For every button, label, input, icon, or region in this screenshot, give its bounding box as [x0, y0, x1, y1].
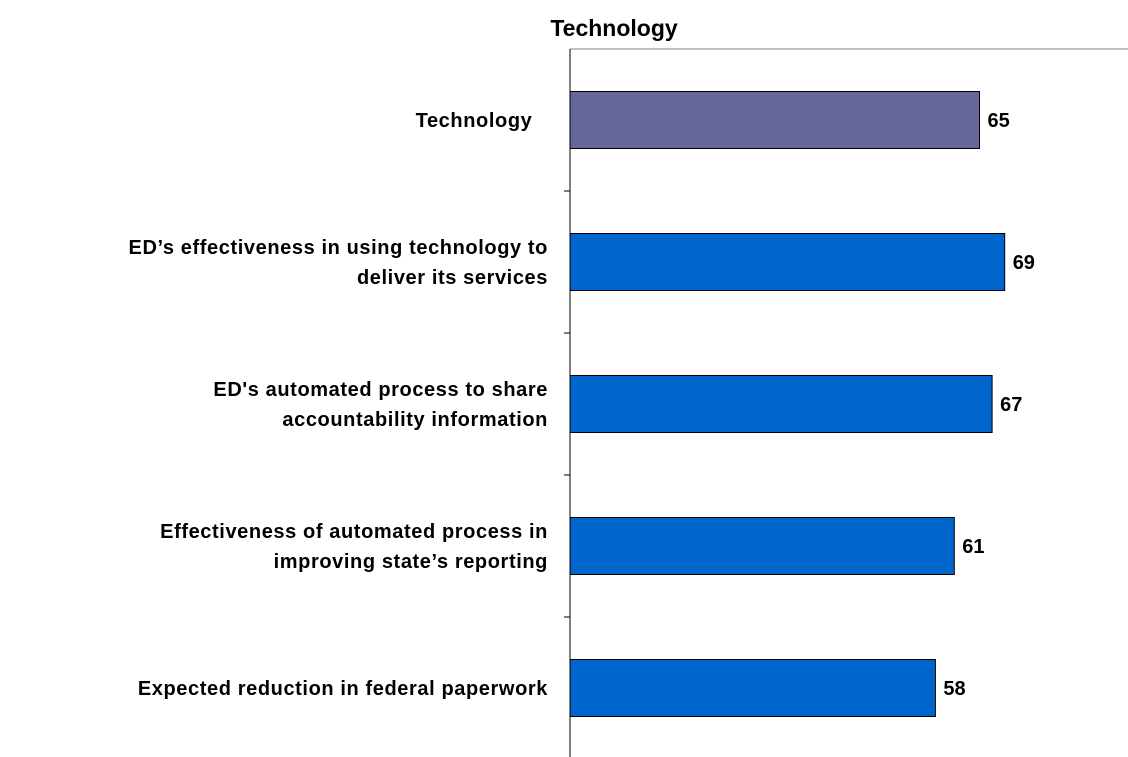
bar-1 [569, 91, 980, 149]
category-label-2-line-2: deliver its services [357, 267, 548, 289]
bar-2 [569, 233, 1006, 291]
category-label-1-line-1: Technology [416, 110, 533, 132]
bar-4 [569, 517, 955, 575]
value-label-5: 58 [943, 678, 965, 700]
category-label-3-line-2: accountability information [282, 409, 548, 431]
category-label-4-line-1: Effectiveness of automated process in [160, 521, 548, 543]
bar-5 [569, 659, 936, 717]
category-label-3-line-1: ED's automated process to share [213, 379, 548, 401]
value-label-3: 67 [1000, 394, 1022, 416]
category-label-2-line-1: ED’s effectiveness in using technology t… [129, 237, 549, 259]
value-label-1: 65 [988, 110, 1010, 132]
value-label-2: 69 [1013, 252, 1035, 274]
category-label-5-line-1: Expected reduction in federal paperwork [138, 678, 548, 700]
value-labels: 65 69 67 61 58 [943, 110, 1035, 700]
bar-3 [569, 375, 993, 433]
category-axis [564, 49, 571, 757]
chart-title: Technology [550, 15, 678, 41]
bars [569, 91, 1006, 717]
category-labels: Technology ED’s effectiveness in using te… [129, 110, 549, 700]
category-label-4-line-2: improving state’s reporting [274, 551, 548, 573]
value-label-4: 61 [962, 536, 984, 558]
